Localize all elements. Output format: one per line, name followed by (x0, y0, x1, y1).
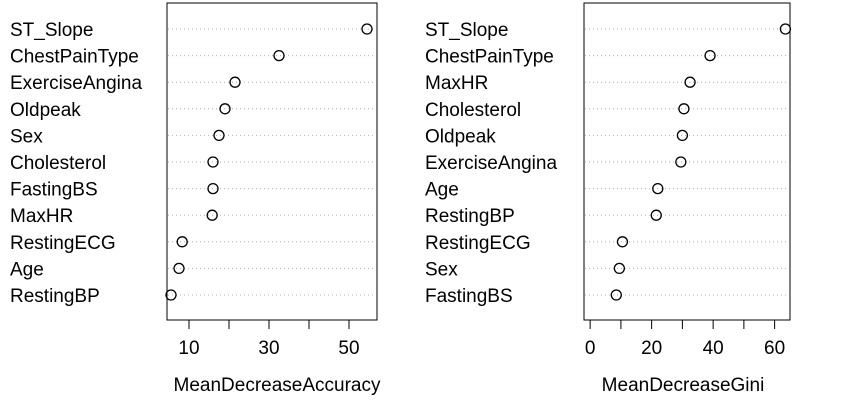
right-tick-label: 40 (703, 338, 724, 359)
left-data-point (207, 156, 219, 168)
left-data-point (206, 209, 218, 221)
right-x-axis-label: MeanDecreaseGini (602, 375, 765, 396)
left-tick-label: 10 (178, 338, 199, 359)
right-category-label: Sex (425, 259, 458, 280)
left-category-label: RestingBP (10, 286, 100, 307)
left-category-label: ChestPainType (10, 47, 139, 68)
left-data-point (361, 23, 373, 35)
left-data-point (173, 262, 185, 275)
right-category-label: MaxHR (425, 73, 488, 94)
right-category-label: RestingECG (425, 233, 531, 254)
right-tick-label: 20 (641, 338, 662, 359)
right-category-label: Cholesterol (425, 100, 521, 121)
right-category-label: ST_Slope (425, 20, 508, 41)
right-data-point (678, 103, 690, 115)
right-category-label: RestingBP (425, 206, 515, 227)
left-category-label: Cholesterol (10, 153, 106, 174)
left-category-label: ExerciseAngina (10, 73, 142, 94)
right-category-label: FastingBS (425, 286, 513, 307)
left-x-axis-label: MeanDecreaseAccuracy (174, 375, 381, 396)
right-tick-label: 60 (764, 338, 785, 359)
left-data-point (207, 182, 219, 195)
right-data-point (616, 236, 629, 248)
right-category-label: Oldpeak (425, 126, 496, 147)
left-category-label: Oldpeak (10, 100, 81, 121)
left-data-point (165, 289, 177, 301)
right-data-point (675, 156, 687, 168)
left-data-point (219, 103, 231, 115)
left-plot-frame (166, 2, 378, 321)
right-data-point (610, 289, 622, 301)
left-data-point (213, 129, 225, 142)
right-category-label: ChestPainType (425, 47, 554, 68)
left-category-label: ST_Slope (10, 20, 93, 41)
right-data-point (652, 182, 664, 195)
right-data-point (704, 49, 716, 62)
right-plot-frame (583, 2, 791, 321)
left-data-point (229, 76, 241, 88)
left-panel: ST_Slope ChestPainType ExerciseAngina Oldpe… (10, 2, 381, 396)
left-tick-label: 50 (338, 338, 359, 359)
left-category-label: RestingECG (10, 233, 116, 254)
left-tick-label: 30 (258, 338, 279, 359)
left-category-label: Age (10, 259, 44, 280)
left-category-label: FastingBS (10, 180, 98, 201)
right-tick-label: 0 (585, 338, 596, 359)
left-category-label: Sex (10, 126, 43, 147)
right-category-label: Age (425, 180, 459, 201)
right-data-point (676, 129, 689, 142)
right-data-point (650, 209, 662, 221)
left-category-label: MaxHR (10, 206, 73, 227)
right-category-label: ExerciseAngina (425, 153, 557, 174)
right-data-point (684, 76, 696, 88)
right-panel: ST_Slope ChestPainType MaxHR Cholesterol Old… (425, 2, 792, 396)
left-data-point (176, 236, 188, 248)
left-data-point (273, 49, 285, 62)
right-data-point (613, 262, 626, 275)
right-data-point (779, 23, 792, 35)
